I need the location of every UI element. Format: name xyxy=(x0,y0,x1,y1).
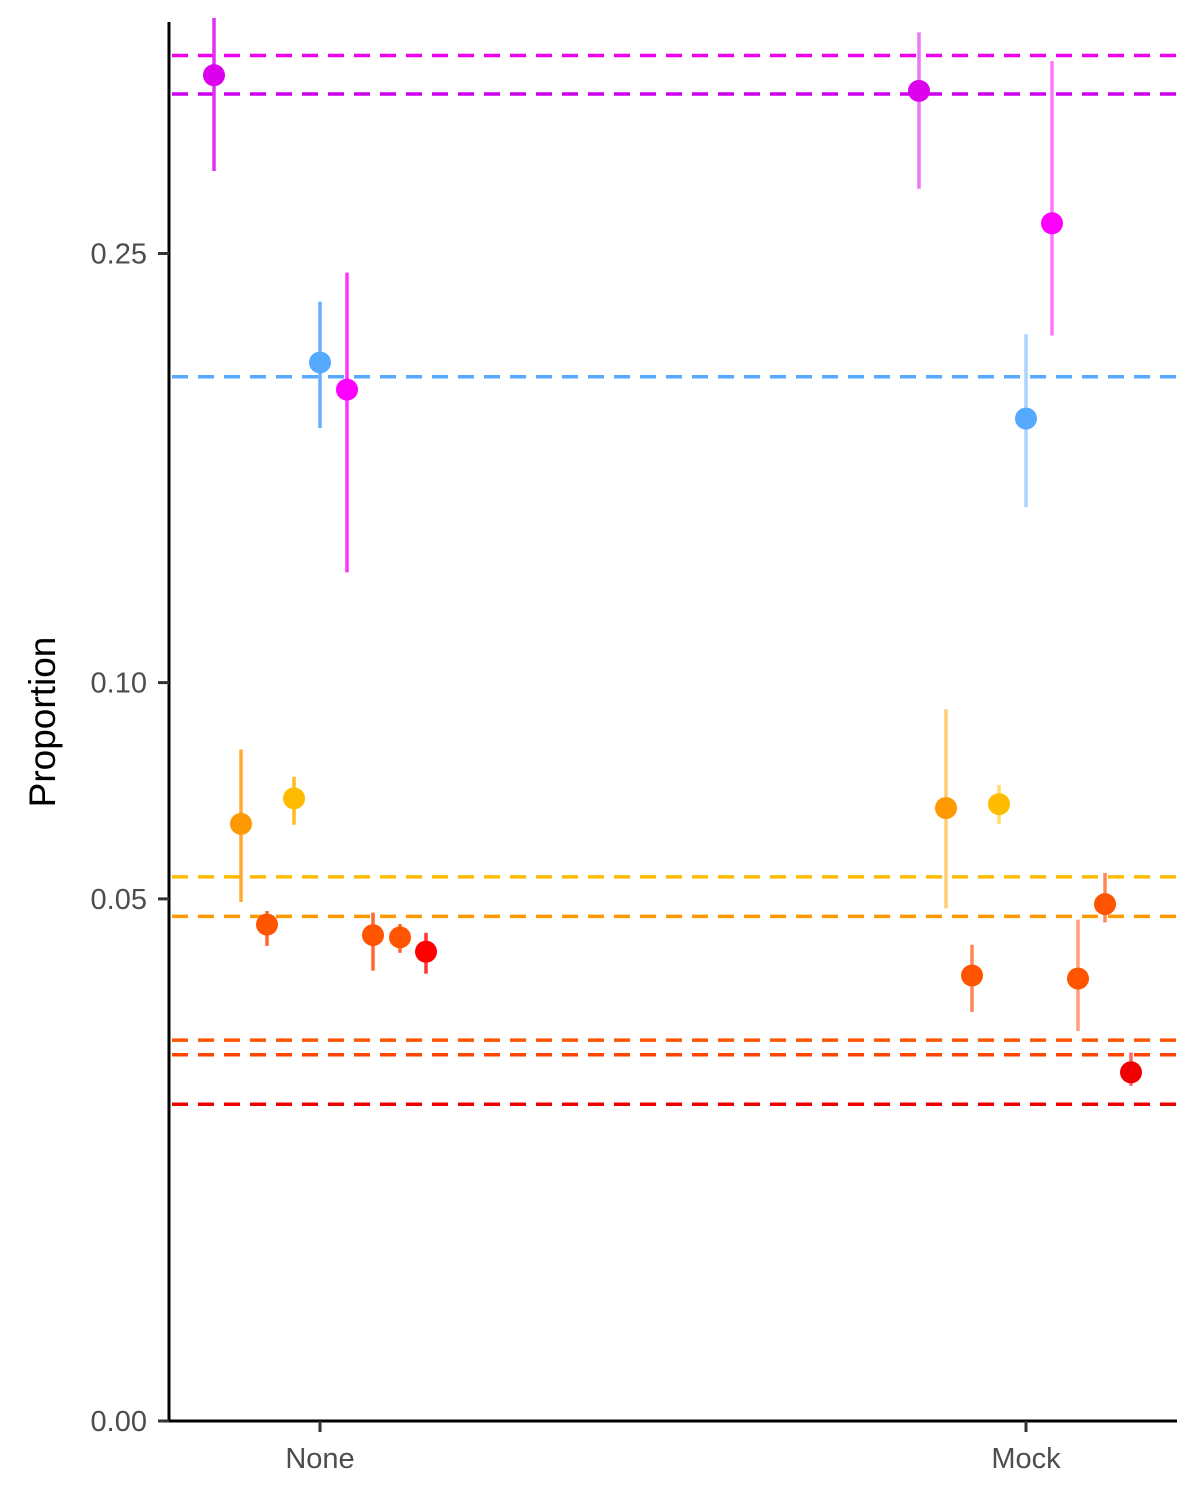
data-point-6 xyxy=(362,924,384,947)
data-point-5 xyxy=(336,378,358,401)
data-point-7 xyxy=(389,926,411,949)
data-point-8 xyxy=(415,940,437,963)
data-point-3 xyxy=(283,787,305,810)
data-point-16 xyxy=(1094,893,1116,916)
x-tick-label-1: Mock xyxy=(991,1443,1061,1475)
data-point-4 xyxy=(309,351,331,374)
y-axis-title: Proportion xyxy=(22,637,63,808)
reference-lines xyxy=(172,53,1177,1107)
y-axis-ticks: 0.00 0.05 0.10 0.25 xyxy=(91,239,169,1438)
y-tick-label-1: 0.05 xyxy=(91,884,147,916)
data-points xyxy=(203,64,1142,1084)
y-tick-label-3: 0.25 xyxy=(91,239,147,271)
data-point-1 xyxy=(230,812,252,835)
y-tick-label-2: 0.10 xyxy=(91,668,147,700)
data-point-12 xyxy=(988,793,1010,816)
data-point-17 xyxy=(1120,1061,1142,1084)
y-tick-label-0: 0.00 xyxy=(91,1406,147,1438)
data-point-9 xyxy=(908,79,930,102)
data-point-10 xyxy=(935,797,957,820)
data-point-11 xyxy=(961,964,983,987)
x-axis-ticks: None Mock xyxy=(285,1421,1061,1475)
data-point-2 xyxy=(256,913,278,936)
x-tick-label-0: None xyxy=(285,1443,354,1475)
data-point-0 xyxy=(203,64,225,87)
data-point-15 xyxy=(1067,967,1089,990)
error-bars xyxy=(212,17,1133,1086)
data-point-14 xyxy=(1041,212,1063,235)
data-point-13 xyxy=(1015,407,1037,430)
